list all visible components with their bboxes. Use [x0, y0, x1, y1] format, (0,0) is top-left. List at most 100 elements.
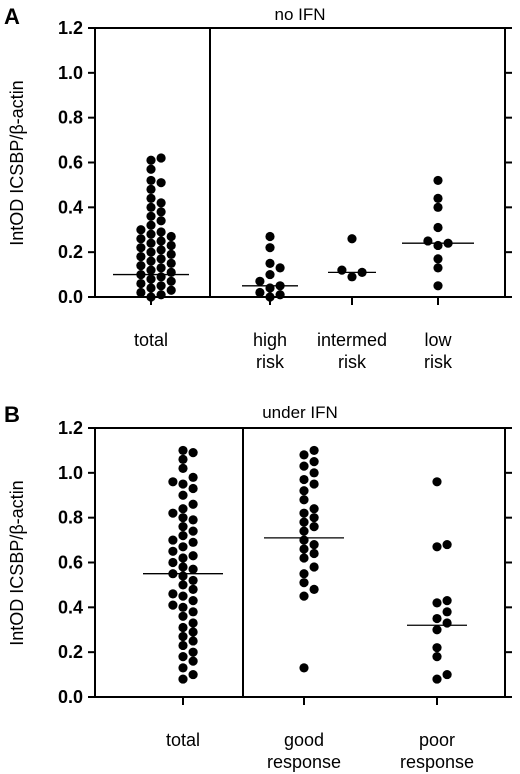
x-tick-label: good	[284, 730, 324, 750]
data-point	[265, 231, 275, 242]
data-point	[168, 535, 178, 545]
data-point	[265, 258, 275, 268]
data-point	[178, 571, 188, 581]
data-point	[432, 598, 442, 608]
data-point	[136, 225, 146, 235]
data-point	[178, 553, 188, 563]
data-point	[347, 234, 357, 244]
y-axis-label: IntOD ICSBP/β-actin	[7, 480, 27, 645]
data-point	[337, 265, 347, 275]
data-point	[178, 522, 188, 532]
data-point	[156, 254, 166, 264]
data-point	[423, 236, 433, 246]
data-point	[188, 618, 198, 628]
data-point	[178, 479, 188, 489]
data-point	[168, 546, 178, 556]
data-point	[442, 607, 452, 617]
data-point	[146, 247, 156, 257]
data-point	[136, 287, 146, 298]
data-point	[309, 513, 319, 523]
data-point	[299, 517, 309, 527]
y-tick-label: 1.0	[58, 463, 83, 483]
y-tick-label: 0.6	[58, 153, 83, 173]
data-point	[178, 454, 188, 464]
x-tick-label: poor	[419, 730, 455, 750]
data-point	[188, 515, 198, 525]
data-point	[309, 548, 319, 559]
data-point	[188, 575, 198, 586]
y-tick-label: 0.4	[58, 197, 83, 217]
y-tick-label: 0.0	[58, 687, 83, 707]
data-point	[156, 245, 166, 255]
y-axis-label: IntOD ICSBP/β-actin	[7, 80, 27, 245]
data-point	[188, 627, 198, 637]
x-tick-label: high	[253, 330, 287, 350]
data-point	[309, 584, 319, 595]
data-point	[299, 461, 309, 471]
data-point	[433, 222, 443, 233]
data-point	[136, 243, 146, 253]
data-point	[188, 551, 198, 561]
panel-title: under IFN	[262, 403, 338, 422]
data-point	[136, 234, 146, 244]
data-point	[255, 287, 265, 298]
data-point	[178, 622, 188, 633]
data-point	[265, 292, 275, 302]
y-tick-label: 0.4	[58, 597, 83, 617]
data-point	[156, 272, 166, 282]
panel-label: A	[4, 4, 20, 29]
data-point	[146, 211, 156, 221]
data-point	[146, 175, 156, 186]
data-point	[432, 652, 442, 662]
data-point	[299, 450, 309, 460]
data-point	[178, 631, 188, 642]
data-point	[347, 272, 357, 282]
data-point	[146, 292, 156, 302]
data-point	[178, 504, 188, 514]
data-point	[442, 618, 452, 628]
data-point	[156, 153, 166, 163]
data-point	[166, 267, 176, 277]
data-point	[168, 557, 178, 568]
x-tick-label: risk	[338, 352, 367, 372]
data-point	[188, 669, 198, 680]
data-point	[299, 663, 309, 673]
data-point	[146, 238, 156, 248]
data-point	[299, 474, 309, 485]
data-point	[442, 596, 452, 606]
data-point	[309, 457, 319, 467]
data-point	[178, 490, 188, 500]
data-point	[168, 508, 178, 518]
data-point	[433, 240, 443, 251]
data-point	[188, 483, 198, 494]
x-tick-label: response	[400, 752, 474, 772]
data-point	[178, 674, 188, 684]
data-point	[265, 269, 275, 280]
y-tick-label: 1.2	[58, 418, 83, 438]
x-tick-label: risk	[256, 352, 285, 372]
x-tick-label: response	[267, 752, 341, 772]
x-tick-label: risk	[424, 352, 453, 372]
data-point	[432, 674, 442, 684]
data-point	[442, 539, 452, 550]
data-point	[299, 508, 309, 518]
data-point	[156, 227, 166, 237]
data-point	[188, 526, 198, 536]
y-tick-label: 0.2	[58, 242, 83, 262]
data-point	[166, 240, 176, 251]
data-point	[156, 263, 166, 273]
data-point	[166, 231, 176, 242]
data-point	[433, 175, 443, 186]
data-point	[299, 553, 309, 563]
data-point	[188, 656, 198, 666]
data-point	[178, 580, 188, 590]
data-point	[146, 193, 156, 203]
data-point	[188, 636, 198, 646]
data-point	[188, 537, 198, 547]
data-point	[178, 602, 188, 612]
data-point	[299, 535, 309, 545]
data-point	[146, 274, 156, 284]
data-point	[433, 263, 443, 273]
